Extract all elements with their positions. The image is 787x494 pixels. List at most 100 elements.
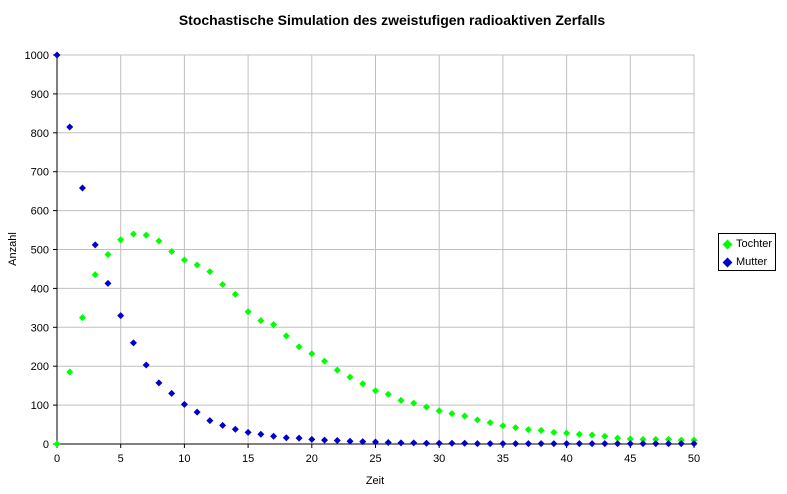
point-tochter-48 [665, 435, 673, 443]
point-tochter-20 [308, 350, 316, 358]
y-tick-label-300: 300 [31, 322, 49, 334]
point-tochter-26 [384, 390, 392, 398]
point-tochter-45 [626, 435, 634, 443]
point-mutter-41 [575, 440, 583, 448]
point-mutter-13 [219, 421, 227, 429]
point-tochter-39 [550, 428, 558, 436]
point-mutter-33 [473, 440, 481, 448]
y-tick-label-1000: 1000 [25, 50, 49, 62]
point-tochter-34 [486, 419, 494, 427]
point-tochter-37 [524, 426, 532, 434]
point-tochter-35 [499, 422, 507, 430]
y-tick-label-600: 600 [31, 206, 49, 218]
point-tochter-12 [206, 268, 214, 276]
point-tochter-49 [677, 436, 685, 444]
point-mutter-47 [652, 440, 660, 448]
point-mutter-45 [626, 440, 634, 448]
x-tick-label-15: 15 [242, 453, 254, 465]
point-tochter-6 [129, 230, 137, 238]
point-tochter-0 [53, 440, 61, 448]
y-tick-label-900: 900 [31, 89, 49, 101]
point-tochter-36 [512, 424, 520, 432]
point-mutter-0 [53, 51, 61, 59]
plot-grid [56, 54, 695, 445]
point-mutter-37 [524, 440, 532, 448]
point-tochter-5 [117, 236, 125, 244]
legend-marker-tochter [722, 239, 733, 249]
x-axis-label: Zeit [366, 475, 384, 487]
point-tochter-21 [321, 357, 329, 365]
point-tochter-14 [231, 290, 239, 298]
y-tick-label-500: 500 [31, 245, 49, 257]
point-tochter-18 [282, 332, 290, 340]
point-tochter-31 [448, 410, 456, 418]
legend-marker-mutter [722, 257, 733, 267]
x-tick-label-10: 10 [178, 453, 190, 465]
point-tochter-1 [66, 368, 74, 376]
point-mutter-3 [91, 241, 99, 249]
point-mutter-24 [359, 438, 367, 446]
point-tochter-38 [537, 426, 545, 434]
point-tochter-32 [461, 412, 469, 420]
x-tick-label-40: 40 [560, 453, 572, 465]
point-tochter-15 [244, 308, 252, 316]
point-mutter-42 [588, 440, 596, 448]
point-mutter-39 [550, 440, 558, 448]
point-mutter-48 [665, 440, 673, 448]
point-mutter-6 [129, 339, 137, 347]
point-mutter-12 [206, 417, 214, 425]
point-tochter-41 [575, 430, 583, 438]
point-mutter-28 [410, 439, 418, 447]
point-tochter-50 [690, 436, 698, 444]
x-tick-label-20: 20 [306, 453, 318, 465]
point-tochter-9 [168, 247, 176, 255]
point-mutter-40 [563, 440, 571, 448]
point-mutter-44 [614, 440, 622, 448]
point-tochter-27 [397, 396, 405, 404]
chart-title: Stochastische Simulation des zweistufige… [179, 12, 606, 28]
point-tochter-16 [257, 317, 265, 325]
point-tochter-47 [652, 435, 660, 443]
point-tochter-8 [155, 237, 163, 245]
legend-item-tochter: Tochter [722, 237, 773, 251]
legend: Tochter Mutter [718, 233, 776, 271]
point-tochter-19 [295, 343, 303, 351]
data-points [53, 51, 698, 448]
point-mutter-7 [142, 361, 150, 369]
point-mutter-21 [321, 436, 329, 444]
point-mutter-49 [677, 440, 685, 448]
point-mutter-14 [231, 425, 239, 433]
point-tochter-2 [78, 314, 86, 322]
point-mutter-9 [168, 389, 176, 397]
point-tochter-42 [588, 431, 596, 439]
x-tick-label-5: 5 [118, 453, 124, 465]
point-mutter-10 [180, 400, 188, 408]
point-mutter-18 [282, 434, 290, 442]
point-tochter-4 [104, 251, 112, 259]
plot-axes [53, 54, 695, 448]
point-mutter-11 [193, 408, 201, 416]
y-tick-label-700: 700 [31, 167, 49, 179]
point-mutter-1 [66, 123, 74, 131]
point-tochter-25 [372, 387, 379, 395]
point-mutter-4 [104, 279, 112, 287]
point-tochter-7 [142, 231, 150, 239]
point-mutter-29 [422, 439, 430, 447]
point-mutter-31 [448, 439, 456, 447]
point-mutter-20 [308, 435, 316, 443]
point-mutter-46 [639, 440, 647, 448]
x-tick-labels: 0 5 10 15 20 25 30 35 40 45 50 [54, 453, 700, 465]
point-mutter-36 [512, 440, 520, 448]
point-mutter-16 [257, 430, 265, 438]
legend-label-tochter: Tochter [736, 238, 773, 250]
point-tochter-13 [219, 281, 227, 289]
point-mutter-17 [270, 432, 278, 440]
point-mutter-38 [537, 440, 545, 448]
point-tochter-46 [639, 435, 647, 443]
point-tochter-29 [422, 403, 430, 411]
point-tochter-33 [473, 416, 481, 424]
point-tochter-30 [435, 407, 443, 415]
point-tochter-40 [563, 429, 571, 437]
point-tochter-10 [180, 256, 188, 264]
